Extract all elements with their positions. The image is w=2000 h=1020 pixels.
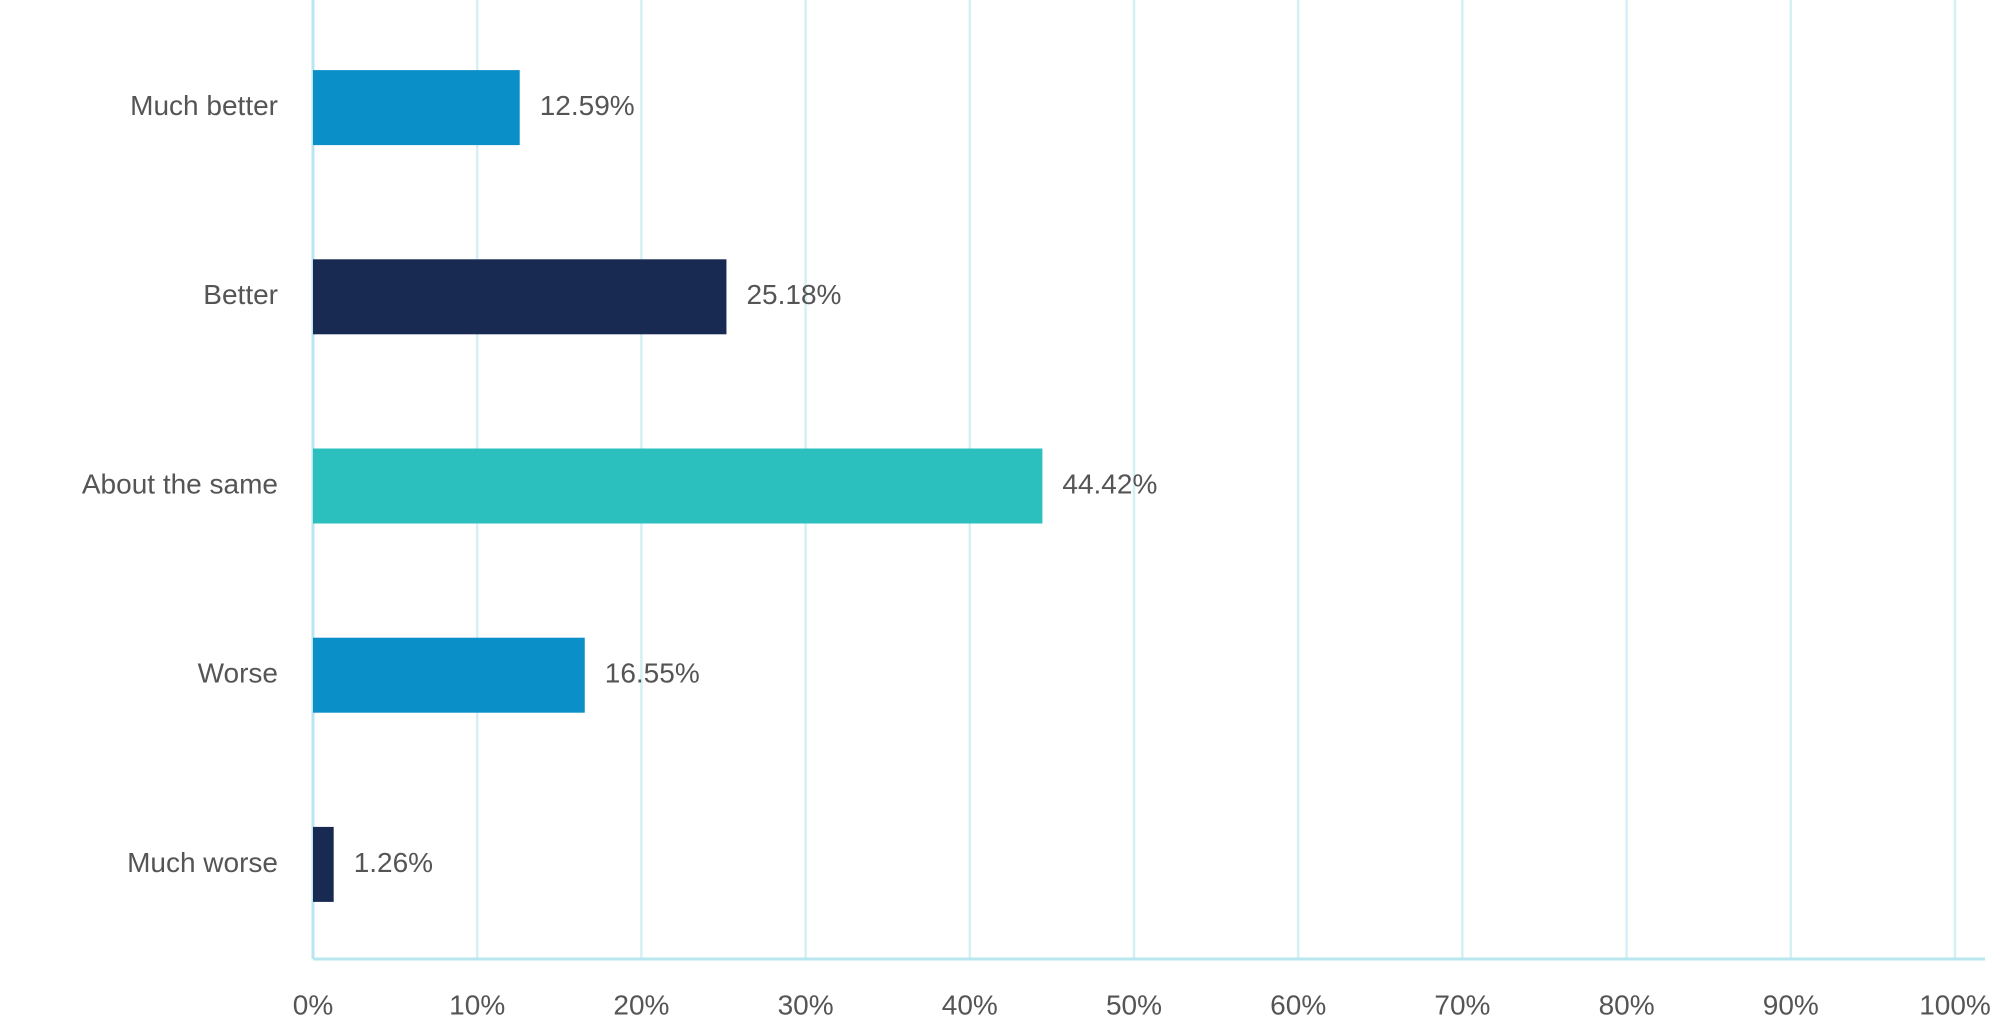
x-tick-label: 100% [1919,989,1991,1020]
x-tick-label: 30% [778,989,834,1020]
bar [313,70,520,146]
value-label: 44.42% [1062,468,1157,499]
value-label: 12.59% [540,90,635,121]
x-tick-label: 80% [1599,989,1655,1020]
y-tick-label: Much better [130,90,278,121]
bar [313,448,1043,524]
value-label: 16.55% [605,658,700,689]
x-tick-label: 20% [613,989,669,1020]
bar [313,259,727,335]
x-tick-label: 0% [293,989,333,1020]
value-label: 25.18% [746,279,841,310]
y-tick-label: Much worse [127,847,278,878]
y-tick-label: Better [203,279,278,310]
x-tick-label: 90% [1763,989,1819,1020]
x-tick-label: 60% [1270,989,1326,1020]
y-tick-label: About the same [82,468,278,499]
bar [313,826,334,902]
value-label: 1.26% [354,847,433,878]
x-tick-label: 50% [1106,989,1162,1020]
y-tick-label: Worse [198,658,278,689]
x-tick-label: 40% [942,989,998,1020]
x-tick-label: 10% [449,989,505,1020]
x-tick-label: 70% [1434,989,1490,1020]
bar [313,637,585,713]
